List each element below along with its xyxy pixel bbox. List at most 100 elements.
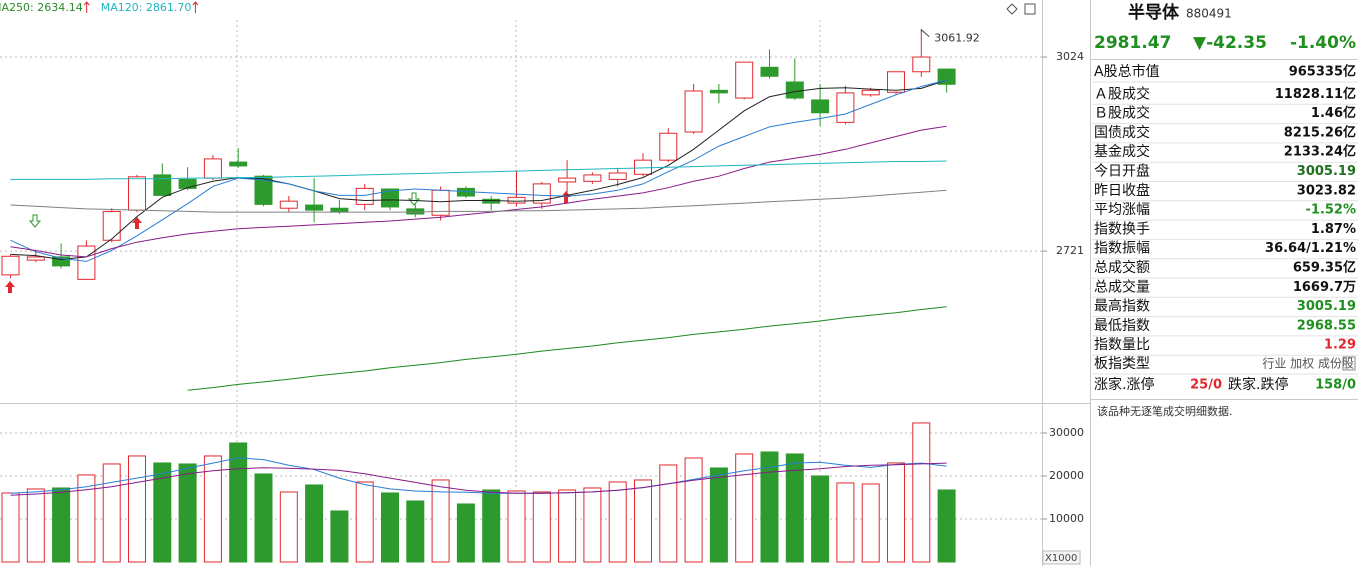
ma-legend: MA120: 2861.70 (101, 1, 192, 14)
stat-value: 2133.24亿 (1284, 144, 1356, 160)
ma-trend-arrow (192, 1, 199, 13)
stat-value: 659.35亿 (1293, 260, 1356, 276)
volume-bar (102, 463, 121, 563)
candle-body (153, 174, 172, 196)
ma-line (10, 79, 947, 261)
stat-label: 国债成交 (1094, 124, 1150, 141)
percent-change: -1.40% (1290, 33, 1356, 53)
stat-value: 1.46亿 (1311, 105, 1356, 121)
panel-code: 880491 (1186, 7, 1232, 21)
stat-value: 36.64/1.21% (1265, 241, 1356, 256)
candle-body (52, 256, 71, 267)
volume-bar (254, 473, 273, 563)
candle-body (532, 183, 551, 204)
signal-markers (5, 191, 571, 293)
stat-value: 11828.11亿 (1275, 86, 1356, 102)
stat-label: 总成交量 (1094, 278, 1150, 295)
candle-body (77, 245, 96, 280)
ma-line (187, 306, 947, 391)
candle-body (861, 89, 880, 96)
y-tick-label: 30000 (1049, 426, 1084, 439)
candle-body (178, 178, 197, 189)
sell-arrow (28, 214, 42, 228)
volume-bar (279, 491, 298, 563)
volume-bar (532, 491, 551, 563)
ma-line (10, 160, 947, 180)
panel-note: 该品种无逐笔成交明细数据. (1097, 404, 1233, 418)
volume-bar (406, 500, 425, 563)
volume-bar (229, 442, 248, 563)
volume-bar (760, 451, 779, 563)
stat-value: 2968.55 (1297, 318, 1356, 333)
volume-bar (912, 422, 931, 563)
volume-bar (937, 489, 956, 563)
ma-legend: MA250: 2634.14 (0, 1, 83, 14)
stat-label: 指数换手 (1094, 220, 1150, 237)
stat-value: 1.87% (1311, 222, 1356, 237)
candle-body (836, 92, 855, 123)
candle-body (887, 71, 905, 93)
volume-unit: X1000 (1045, 553, 1077, 564)
volume-bar (77, 474, 96, 563)
type-icon (1342, 356, 1356, 371)
buy-arrow (5, 281, 15, 293)
stat-value: 965335亿 (1289, 64, 1356, 80)
candle-body (254, 175, 273, 205)
chart-tools[interactable] (1006, 3, 1036, 15)
stat-label: 最低指数 (1094, 318, 1150, 334)
volume-bar (861, 483, 880, 563)
stat-value: 1.29 (1324, 338, 1356, 353)
stat-value: -1.52% (1306, 203, 1357, 218)
y-tick-label: 3024 (1056, 50, 1084, 63)
sell-arrow (407, 192, 421, 206)
stat-label: Ａ股成交 (1094, 85, 1150, 102)
volume-bar (608, 481, 627, 563)
stat-value: 3005.19 (1297, 164, 1356, 179)
buy-arrow (561, 191, 571, 203)
candle-body (279, 200, 298, 209)
candle-body (785, 81, 804, 99)
y-tick-label: 10000 (1049, 512, 1084, 525)
candle-body (305, 204, 324, 211)
stat-value: 3023.82 (1297, 183, 1356, 198)
candle-body (1, 255, 20, 276)
peak-flag (920, 28, 930, 38)
price-change: ▼-42.35 (1193, 33, 1267, 53)
volume-bar (381, 492, 399, 563)
candle-body (583, 174, 602, 182)
volume-bar (507, 490, 526, 563)
unit-box (1042, 550, 1081, 565)
ma-line (10, 457, 947, 494)
y-tick-label: 2721 (1056, 244, 1084, 257)
volume-bar (1, 492, 20, 563)
volume-bar (431, 479, 450, 563)
stat-label: 最高指数 (1094, 298, 1150, 315)
candle-body (608, 172, 627, 180)
stat-label: A股总市值 (1094, 63, 1160, 80)
stat-label: 板指类型 (1094, 356, 1150, 372)
candle-body (482, 198, 501, 204)
volume-bar (583, 487, 602, 563)
volume-bar (52, 487, 71, 563)
candle-body (203, 158, 222, 179)
stat-value: 8215.26亿 (1284, 124, 1356, 140)
candle-body (735, 61, 754, 99)
tool-diamond[interactable] (1006, 3, 1018, 15)
volume-bar (785, 453, 804, 563)
volume-bar (887, 462, 905, 563)
volume-bar (330, 510, 349, 563)
buy-arrow (132, 217, 142, 229)
ma-line (10, 79, 947, 262)
volume-bar (709, 467, 728, 563)
candle-body (381, 188, 399, 208)
ma-line (10, 125, 947, 258)
volume-bar (305, 484, 324, 563)
candle-body (26, 256, 45, 261)
volume-bar (128, 455, 146, 563)
volume-bar (456, 503, 475, 563)
candle-body (709, 89, 728, 94)
candle-body (330, 207, 349, 213)
tool-square[interactable] (1024, 3, 1036, 15)
stat-label: 涨家.涨停 (1094, 376, 1154, 393)
